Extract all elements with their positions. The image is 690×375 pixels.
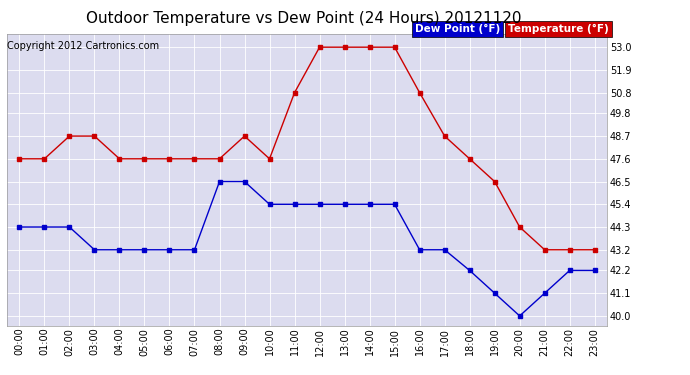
Text: Dew Point (°F): Dew Point (°F) — [415, 24, 500, 34]
Text: Copyright 2012 Cartronics.com: Copyright 2012 Cartronics.com — [7, 41, 159, 51]
Text: Temperature (°F): Temperature (°F) — [508, 24, 609, 34]
Text: Outdoor Temperature vs Dew Point (24 Hours) 20121120: Outdoor Temperature vs Dew Point (24 Hou… — [86, 11, 522, 26]
